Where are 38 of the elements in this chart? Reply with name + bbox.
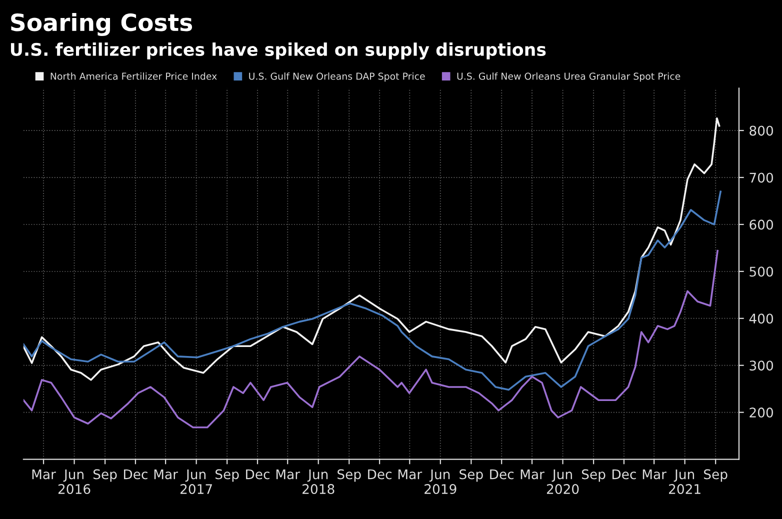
x-tick-label: Dec [246, 469, 270, 480]
x-tick-label: Dec [612, 469, 636, 480]
x-tick-label: Dec [490, 469, 514, 480]
x-tick-label: Jun 2017 [180, 469, 212, 494]
line-series [23, 250, 718, 428]
legend-label: North America Fertilizer Price Index [50, 72, 217, 80]
x-tick-label: Sep [460, 469, 483, 482]
x-tick-label: Sep [93, 469, 117, 482]
x-tick-label: Mar [520, 469, 544, 480]
x-tick-label: Sep [216, 469, 239, 482]
x-tick-label: Sep [582, 469, 606, 482]
y-tick-label: 300 [750, 360, 774, 371]
legend-label: U.S. Gulf New Orleans DAP Spot Price [249, 72, 425, 82]
x-tick-label: Dec [124, 469, 148, 480]
y-tick-label: 600 [750, 220, 774, 230]
chart-title: Soaring Costs [11, 12, 192, 36]
line-series [23, 117, 720, 381]
x-tick-label: Mar [398, 469, 422, 480]
x-tick-label: Dec [368, 469, 392, 480]
line-series [23, 190, 722, 391]
x-tick-label: Jun 2020 [546, 469, 579, 494]
x-tick-label: Sep [704, 469, 728, 482]
x-tick-label: Jun 2018 [302, 469, 334, 494]
x-tick-label: Jun 2019 [424, 469, 456, 494]
y-tick-label: 200 [750, 408, 774, 418]
x-tick-label: Jun 2021 [669, 469, 700, 494]
y-tick-label: 800 [750, 126, 774, 136]
x-tick-label: Jun 2016 [58, 469, 90, 494]
legend-label: U.S. Gulf New Orleans Urea Granular Spot Price [457, 72, 680, 82]
x-tick-label: Mar [154, 469, 178, 480]
x-tick-label: Mar [276, 469, 300, 480]
y-tick-label: 400 [749, 314, 774, 324]
y-tick-label: 500 [750, 266, 774, 277]
y-tick-label: 700 [750, 172, 774, 183]
x-tick-label: Mar [32, 469, 56, 480]
x-tick-label: Mar [642, 469, 667, 480]
chart-subtitle: U.S. fertilizer prices have spiked on supply disruptions [10, 42, 546, 60]
x-tick-label: Sep [338, 469, 361, 482]
